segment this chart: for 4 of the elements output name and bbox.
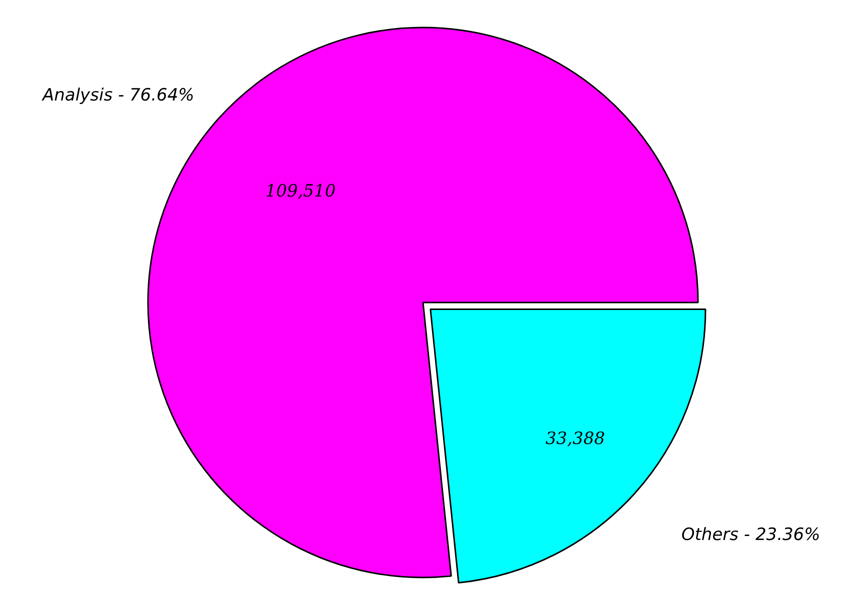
slice-label: Analysis - 76.64%	[42, 86, 194, 106]
data-label: 109,510	[265, 181, 336, 202]
data-label: 33,388	[545, 429, 606, 450]
slice-label: Others - 23.36%	[681, 525, 820, 546]
